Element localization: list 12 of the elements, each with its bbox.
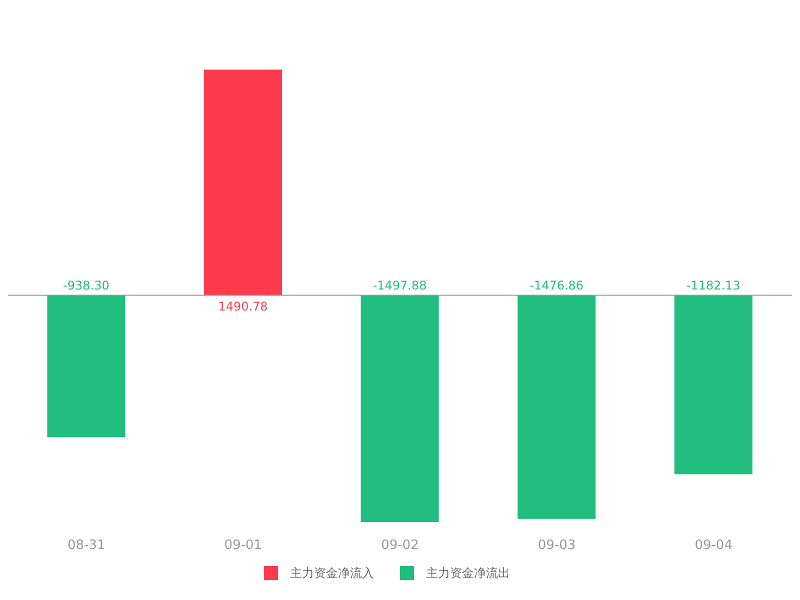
data-label: -1476.86	[530, 278, 584, 292]
legend-label: 主力资金净流出	[426, 566, 510, 580]
x-tick-label: 08-31	[68, 538, 106, 554]
data-label: 1490.78	[218, 299, 268, 314]
data-label: -938.30	[63, 278, 110, 292]
x-tick-label: 09-03	[538, 538, 576, 554]
data-label: -1182.13	[686, 278, 740, 292]
x-tick-label: 09-01	[224, 538, 262, 554]
legend-label: 主力资金净流入	[290, 566, 374, 580]
x-tick-label: 09-02	[381, 538, 419, 554]
x-tick-label: 09-04	[694, 538, 732, 554]
data-label: -1497.88	[372, 278, 427, 292]
